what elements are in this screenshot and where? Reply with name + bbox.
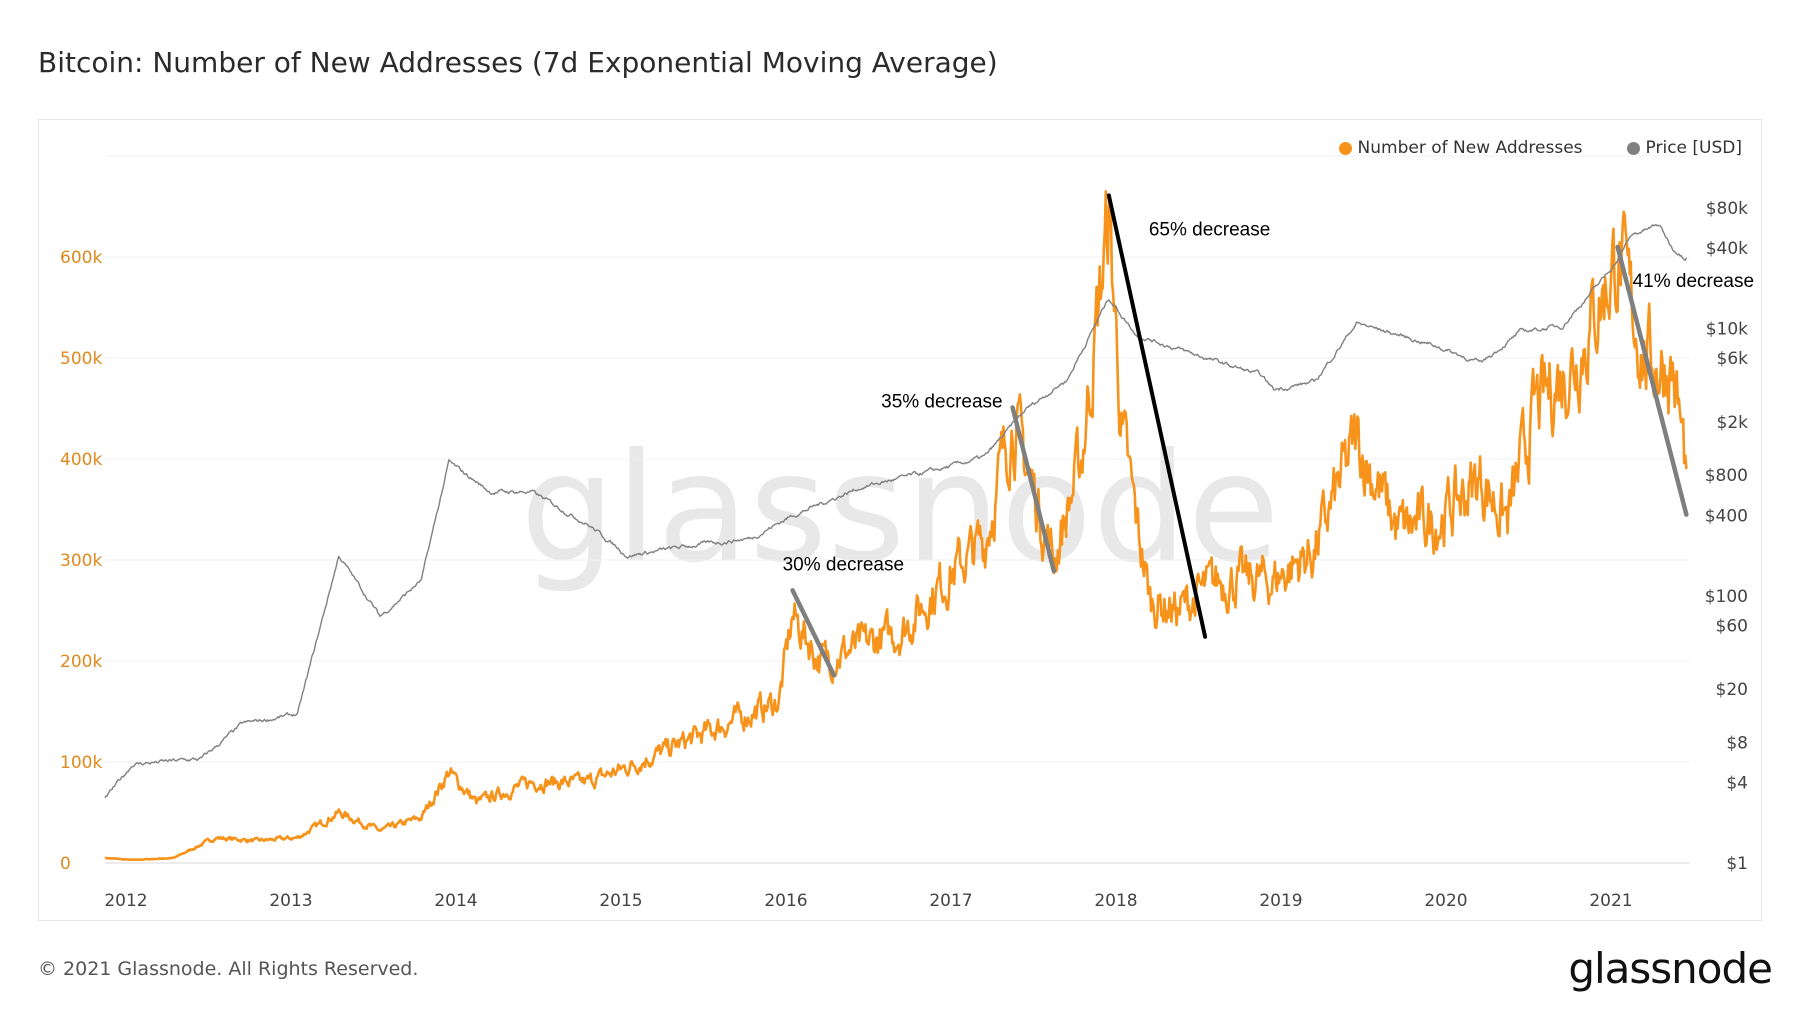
annotation-line	[1106, 193, 1208, 639]
y-right-tick-label: $100	[1705, 587, 1748, 607]
y-left-tick-label: 400k	[60, 450, 102, 470]
y-left-tick-label: 100k	[60, 753, 102, 773]
y-right-tick-label: $800	[1705, 466, 1748, 486]
copyright: © 2021 Glassnode. All Rights Reserved.	[38, 958, 419, 980]
x-tick-label: 2015	[599, 891, 642, 911]
y-left-tick-label: 600k	[60, 248, 102, 268]
y-left-tick-label: 0	[60, 854, 71, 874]
new-addresses-series-line	[104, 190, 1688, 862]
chart-frame	[38, 119, 1762, 921]
annotation-label: 30% decrease	[783, 554, 904, 575]
legend-item-price[interactable]: Price [USD]	[1626, 138, 1742, 158]
y-left-tick-label: 200k	[60, 652, 102, 672]
annotation-label: 41% decrease	[1633, 271, 1754, 292]
y-right-tick-label: $10k	[1706, 320, 1748, 340]
y-left-tick-label: 300k	[60, 551, 102, 571]
y-right-tick-label: $4	[1726, 774, 1748, 794]
x-tick-label: 2017	[929, 891, 972, 911]
x-tick-label: 2019	[1259, 891, 1302, 911]
y-right-tick-label: $400	[1705, 506, 1748, 526]
glassnode-logo: glassnode	[1568, 944, 1773, 993]
annotation-line	[1010, 405, 1057, 574]
x-tick-label: 2018	[1094, 891, 1137, 911]
x-tick-label: 2014	[434, 891, 477, 911]
y-left-tick-label: 500k	[60, 349, 102, 369]
annotation-line	[790, 588, 837, 678]
y-right-tick-label: $60	[1716, 616, 1748, 636]
price-series-line	[104, 223, 1688, 799]
y-right-tick-label: $8	[1726, 733, 1748, 753]
legend: Number of New Addresses Price [USD]	[1338, 138, 1742, 158]
watermark: glassnode	[520, 422, 1279, 596]
y-right-tick-label: $6k	[1717, 349, 1749, 369]
x-tick-label: 2012	[104, 891, 147, 911]
y-right-tick-label: $40k	[1706, 239, 1748, 259]
annotation-label: 65% decrease	[1149, 219, 1270, 240]
x-tick-label: 2020	[1424, 891, 1467, 911]
x-tick-label: 2021	[1589, 891, 1632, 911]
legend-item-new-addresses[interactable]: Number of New Addresses	[1338, 138, 1583, 158]
legend-dot-icon	[1626, 141, 1640, 155]
y-right-tick-label: $80k	[1706, 199, 1748, 219]
annotation-line	[1615, 244, 1689, 517]
chart-title: Bitcoin: Number of New Addresses (7d Exp…	[38, 46, 998, 79]
x-tick-label: 2013	[269, 891, 312, 911]
legend-dot-icon	[1338, 141, 1352, 155]
y-right-tick-label: $1	[1726, 854, 1748, 874]
legend-label: Number of New Addresses	[1357, 138, 1583, 158]
y-right-tick-label: $2k	[1717, 413, 1749, 433]
legend-label: Price [USD]	[1645, 138, 1742, 158]
x-tick-label: 2016	[764, 891, 807, 911]
annotation-label: 35% decrease	[881, 391, 1002, 412]
y-right-tick-label: $20	[1716, 680, 1748, 700]
